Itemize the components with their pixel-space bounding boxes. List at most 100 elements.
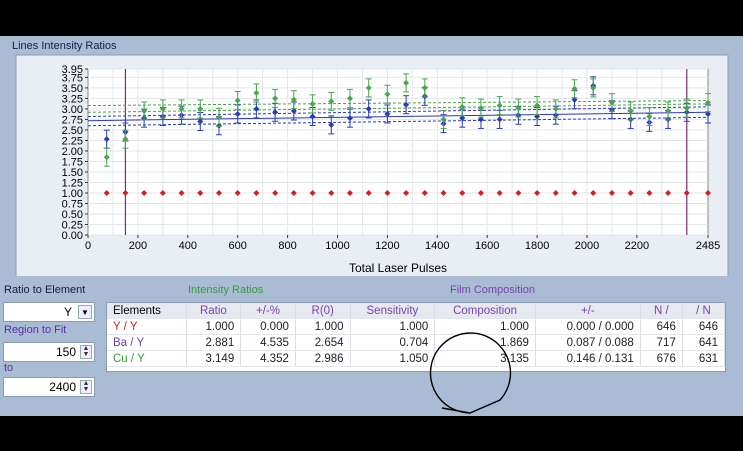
data-point xyxy=(534,189,541,196)
region-to-value: 2400 xyxy=(49,380,76,394)
y-tick-label: 3.75 xyxy=(62,72,83,84)
data-point xyxy=(496,116,503,123)
sensitivity-cell: 1.050 xyxy=(350,350,436,367)
y-tick-label: 1.00 xyxy=(62,188,83,200)
data-point xyxy=(272,189,279,196)
y-tick-label: 3.00 xyxy=(62,104,83,116)
data-point xyxy=(103,154,110,161)
data-point xyxy=(122,189,129,196)
data-point xyxy=(459,103,466,110)
data-point xyxy=(141,108,148,115)
data-point xyxy=(477,116,484,123)
column-header: +/- xyxy=(535,303,641,319)
data-point xyxy=(365,189,372,196)
data-point xyxy=(159,105,166,112)
data-point xyxy=(384,91,391,98)
data-point xyxy=(440,189,447,196)
y-tick-label: 0.75 xyxy=(62,198,83,210)
data-point xyxy=(421,189,428,196)
x-axis-label: Total Laser Pulses xyxy=(349,261,447,275)
composition-cell: 1.869 xyxy=(434,334,536,351)
region-to-fit-label: Region to Fit xyxy=(4,324,67,336)
data-point xyxy=(534,102,541,109)
data-point xyxy=(496,189,503,196)
data-point xyxy=(328,98,335,105)
to-label: to xyxy=(4,362,14,374)
spin-arrows-icon[interactable]: ▲ ▼ xyxy=(80,380,92,394)
n-right-cell: 646 xyxy=(682,318,726,335)
r0-cell: 2.654 xyxy=(295,334,351,351)
data-point xyxy=(215,114,222,121)
n-right-cell: 631 xyxy=(682,350,726,367)
data-point xyxy=(705,189,711,196)
data-point xyxy=(515,105,522,112)
data-point xyxy=(159,189,166,196)
x-tick-label: 2200 xyxy=(625,240,649,252)
data-point xyxy=(215,189,222,196)
fit-line xyxy=(87,116,709,127)
column-header: / N xyxy=(682,303,726,319)
data-point xyxy=(384,110,391,117)
data-point xyxy=(346,95,353,102)
chart-title: Lines Intensity Ratios xyxy=(12,40,117,52)
y-tick-label: 1.25 xyxy=(62,177,83,189)
column-header: Elements xyxy=(107,303,187,319)
results-table: Elements Ratio +/-% R(0) Sensitivity Com… xyxy=(106,302,726,372)
x-tick-label: 1600 xyxy=(475,240,499,252)
data-point xyxy=(459,115,466,122)
y-tick-label: 0.00 xyxy=(62,230,83,242)
composition-error-cell: 0.087 / 0.088 xyxy=(535,334,641,351)
ratio-error-cell: 4.535 xyxy=(240,334,296,351)
data-point xyxy=(571,85,578,92)
data-point xyxy=(705,110,711,117)
spin-arrows-icon[interactable]: ▲ ▼ xyxy=(80,345,92,359)
y-tick-label: 1.75 xyxy=(62,156,83,168)
data-point xyxy=(253,89,260,96)
data-point xyxy=(290,189,297,196)
data-point xyxy=(384,189,391,196)
region-to-input[interactable]: 2400 ▲ ▼ xyxy=(3,377,95,397)
element-cell: Y / Y xyxy=(107,318,187,335)
data-point xyxy=(309,100,316,107)
data-point xyxy=(253,189,260,196)
region-from-input[interactable]: 150 ▲ ▼ xyxy=(3,342,95,362)
data-point xyxy=(197,118,204,125)
x-tick-label: 2485 xyxy=(696,240,720,252)
data-point xyxy=(403,101,410,108)
n-left-cell: 646 xyxy=(640,318,683,335)
data-point xyxy=(705,99,711,106)
table-row[interactable]: Ba / Y 2.881 4.535 2.654 0.704 1.869 0.0… xyxy=(107,334,726,351)
composition-error-cell: 0.000 / 0.000 xyxy=(535,318,641,335)
data-point xyxy=(608,99,615,106)
x-tick-label: 1400 xyxy=(425,240,449,252)
x-tick-label: 800 xyxy=(278,240,296,252)
data-point xyxy=(627,108,634,115)
data-point xyxy=(552,105,559,112)
ratio-element-select[interactable]: Y ▼ xyxy=(3,302,95,322)
fit-line xyxy=(87,111,709,122)
data-point xyxy=(459,189,466,196)
table-row[interactable]: Y / Y 1.000 0.000 1.000 1.000 1.000 0.00… xyxy=(107,318,726,335)
ratio-element-value: Y xyxy=(63,305,72,319)
data-point xyxy=(328,121,335,128)
data-point xyxy=(590,189,597,196)
chevron-down-icon[interactable]: ▼ xyxy=(78,305,92,319)
data-point xyxy=(665,108,672,115)
data-point xyxy=(496,102,503,109)
data-point xyxy=(290,108,297,115)
sensitivity-cell: 0.704 xyxy=(350,334,436,351)
data-point xyxy=(234,110,241,117)
data-point xyxy=(234,189,241,196)
y-tick-label: 0.25 xyxy=(62,219,83,231)
data-point xyxy=(272,95,279,102)
ratio-error-cell: 4.352 xyxy=(240,350,296,367)
data-point xyxy=(421,84,428,91)
x-tick-label: 600 xyxy=(229,240,247,252)
ratio-error-cell: 0.000 xyxy=(240,318,296,335)
data-point xyxy=(103,189,110,196)
fit-line xyxy=(87,103,709,113)
y-tick-label: 1.50 xyxy=(62,167,83,179)
data-point xyxy=(365,105,372,112)
column-header: R(0) xyxy=(295,303,351,319)
